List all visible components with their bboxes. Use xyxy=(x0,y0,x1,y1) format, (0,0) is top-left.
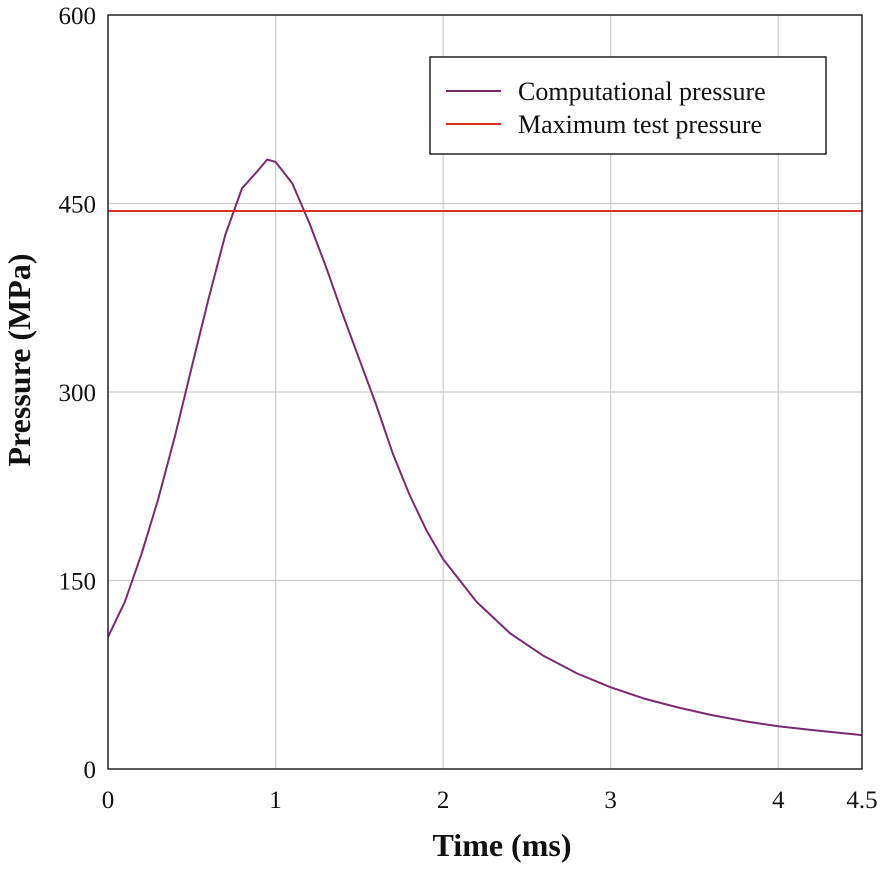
legend-box xyxy=(429,56,827,155)
x-tick-label-3: 3 xyxy=(604,787,617,814)
y-tick-label-0: 0 xyxy=(84,757,97,784)
x-tick-label-1: 1 xyxy=(269,787,282,814)
y-axis-ticks: 0 150 300 450 600 xyxy=(59,3,97,784)
y-axis-label: Pressure (MPa) xyxy=(1,254,37,467)
y-tick-label-450: 450 xyxy=(59,192,97,219)
legend: Computational pressure Maximum test pres… xyxy=(429,56,827,155)
legend-label-maximum-test-pressure: Maximum test pressure xyxy=(518,110,762,139)
x-axis-ticks: 0 1 2 3 4 4.5 xyxy=(102,787,878,814)
legend-label-computational-pressure: Computational pressure xyxy=(518,77,766,106)
x-tick-label-4: 4 xyxy=(772,787,785,814)
x-tick-label-2: 2 xyxy=(437,787,450,814)
x-axis-label: Time (ms) xyxy=(433,827,572,863)
plot-frame xyxy=(107,14,863,770)
y-tick-label-600: 600 xyxy=(59,3,97,30)
x-tick-label-0: 0 xyxy=(102,787,115,814)
series-group xyxy=(107,158,863,737)
y-tick-label-300: 300 xyxy=(59,380,97,407)
x-tick-label-4-5: 4.5 xyxy=(846,787,877,814)
y-tick-label-150: 150 xyxy=(59,569,97,596)
series-line-computational-pressure xyxy=(107,158,863,737)
